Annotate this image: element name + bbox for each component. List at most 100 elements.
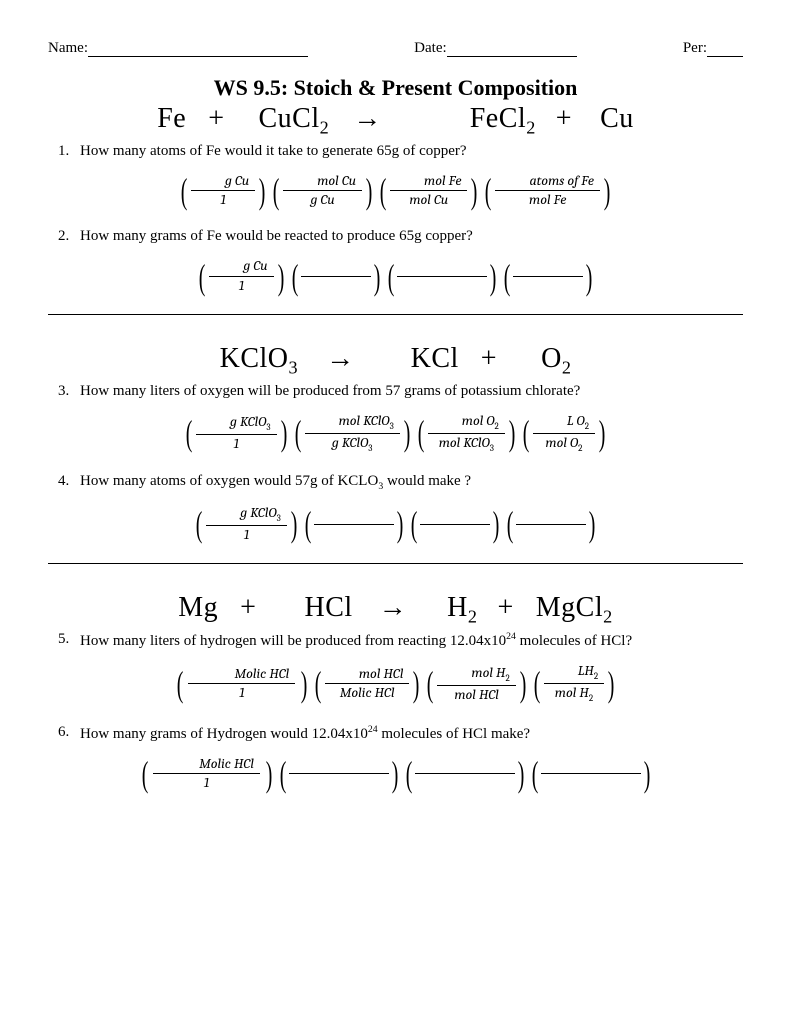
fraction-numerator: mol Cu	[283, 172, 362, 192]
question-number: 6.	[58, 724, 80, 743]
fraction-denominator: 1	[233, 277, 251, 296]
fraction-denominator: 1	[233, 684, 251, 703]
date-field: Date:	[414, 40, 576, 57]
question-text: How many atoms of oxygen would 57g of KC…	[80, 473, 743, 492]
name-label: Name:	[48, 40, 88, 57]
fraction-denominator: mol KClO3	[433, 434, 500, 455]
fraction-numerator: Molic HCl	[153, 755, 260, 775]
paren-close: )	[403, 415, 410, 451]
paren-close: )	[643, 756, 650, 792]
factor-group: ()	[529, 756, 653, 792]
fraction-denominator: Molic HCl	[334, 684, 401, 703]
chemical-equation: Fe+CuCl2→FeCl2+Cu	[48, 103, 743, 139]
fraction-denominator: mol Fe	[523, 191, 572, 210]
fraction: g KClO31	[196, 413, 277, 454]
question-row: 1.How many atoms of Fe would it take to …	[58, 143, 743, 160]
paren-open: (	[196, 506, 203, 542]
paren-open: (	[186, 415, 193, 451]
header-fields: Name: Date: Per:	[48, 40, 743, 57]
paren-open: (	[141, 756, 148, 792]
fraction: mol Femol Cu	[390, 172, 467, 211]
paren-open: (	[279, 756, 286, 792]
question-number: 1.	[58, 143, 80, 160]
fraction-denominator: mol HCl	[448, 686, 505, 705]
sections-container: Fe+CuCl2→FeCl2+Cu 1.How many atoms of Fe …	[48, 103, 743, 793]
question-row: 6.How many grams of Hydrogen would 12.04…	[58, 724, 743, 743]
question-row: 5.How many liters of hydrogen will be pr…	[58, 631, 743, 650]
blank-factor-line[interactable]	[513, 276, 583, 277]
fraction-denominator: 1	[198, 774, 216, 793]
question-number: 3.	[58, 383, 80, 400]
conversion-factors: (g KClO31)(mol KClO3g KClO3)(mol O2mol K…	[48, 412, 743, 455]
paren-close: )	[277, 259, 284, 295]
question-text: How many liters of oxygen will be produc…	[80, 383, 743, 400]
blank-factor-line[interactable]	[415, 773, 515, 774]
paren-close: )	[366, 173, 373, 209]
fraction: mol Cug Cu	[283, 172, 362, 211]
conversion-factors: (Molic HCl1)()()()	[48, 755, 743, 794]
fraction: mol O2mol KClO3	[428, 412, 505, 455]
factor-group: (mol KClO3g KClO3)	[292, 412, 413, 455]
paren-close: )	[599, 415, 606, 451]
fraction-numerator: g KClO3	[206, 504, 287, 526]
fraction: L O2mol O2	[533, 412, 595, 455]
paren-open: (	[387, 259, 394, 295]
fraction: g Cu1	[191, 172, 255, 211]
fraction: g Cu1	[209, 257, 273, 296]
question-number: 5.	[58, 631, 80, 650]
factor-group: (atoms of Femol Fe)	[482, 172, 613, 211]
factor-group: (mol Cug Cu)	[270, 172, 375, 211]
section-divider	[48, 314, 743, 315]
factor-group: (L O2mol O2)	[520, 412, 608, 455]
paren-open: (	[523, 415, 530, 451]
factor-group: ()	[277, 756, 401, 792]
question-number: 4.	[58, 473, 80, 492]
fraction: mol KClO3g KClO3	[305, 412, 400, 455]
fraction-numerator: g KClO3	[196, 413, 277, 435]
factor-group: ()	[504, 506, 598, 542]
factor-group: (mol HClMolic HCl)	[312, 665, 423, 704]
paren-close: )	[259, 173, 266, 209]
fraction: g KClO31	[206, 504, 287, 545]
blank-factor-line[interactable]	[397, 276, 487, 277]
conversion-factors: (g Cu1)(mol Cug Cu)(mol Femol Cu)(atoms …	[48, 172, 743, 211]
date-line[interactable]	[447, 41, 577, 57]
question-number: 2.	[58, 228, 80, 245]
paren-close: )	[471, 173, 478, 209]
paren-close: )	[509, 415, 516, 451]
chemical-equation: Mg+HCl→H2+MgCl2	[48, 592, 743, 628]
paren-close: )	[588, 506, 595, 542]
blank-factor-line[interactable]	[289, 773, 389, 774]
fraction-denominator: mol Cu	[403, 191, 454, 210]
blank-factor-line[interactable]	[301, 276, 371, 277]
fraction-numerator: mol Fe	[390, 172, 467, 192]
paren-open: (	[273, 173, 280, 209]
paren-open: (	[315, 666, 322, 702]
paren-close: )	[489, 259, 496, 295]
fraction-numerator: atoms of Fe	[495, 172, 600, 192]
worksheet-page: Name: Date: Per: WS 9.5: Stoich & Presen…	[0, 0, 791, 851]
fraction-denominator: g Cu	[305, 191, 341, 210]
fraction-numerator: mol KClO3	[305, 412, 400, 434]
fraction-denominator: mol O2	[539, 434, 588, 455]
blank-factor-line[interactable]	[420, 524, 490, 525]
question-text: How many liters of hydrogen will be prod…	[80, 631, 743, 650]
blank-factor-line[interactable]	[516, 524, 586, 525]
blank-factor-line[interactable]	[541, 773, 641, 774]
paren-open: (	[177, 666, 184, 702]
fraction-numerator: LH2	[544, 662, 604, 684]
name-field: Name:	[48, 40, 308, 57]
paren-open: (	[410, 506, 417, 542]
paren-close: )	[265, 756, 272, 792]
factor-group: (mol Femol Cu)	[377, 172, 480, 211]
fraction: mol HClMolic HCl	[325, 665, 410, 704]
conversion-factors: (g KClO31)()()()	[48, 504, 743, 545]
paren-open: (	[417, 415, 424, 451]
conversion-factors: (g Cu1)()()()	[48, 257, 743, 296]
name-line[interactable]	[88, 41, 308, 57]
fraction: mol H2mol HCl	[437, 664, 515, 705]
fraction-numerator: mol HCl	[325, 665, 410, 685]
per-line[interactable]	[707, 41, 743, 57]
paren-open: (	[294, 415, 301, 451]
blank-factor-line[interactable]	[314, 524, 394, 525]
